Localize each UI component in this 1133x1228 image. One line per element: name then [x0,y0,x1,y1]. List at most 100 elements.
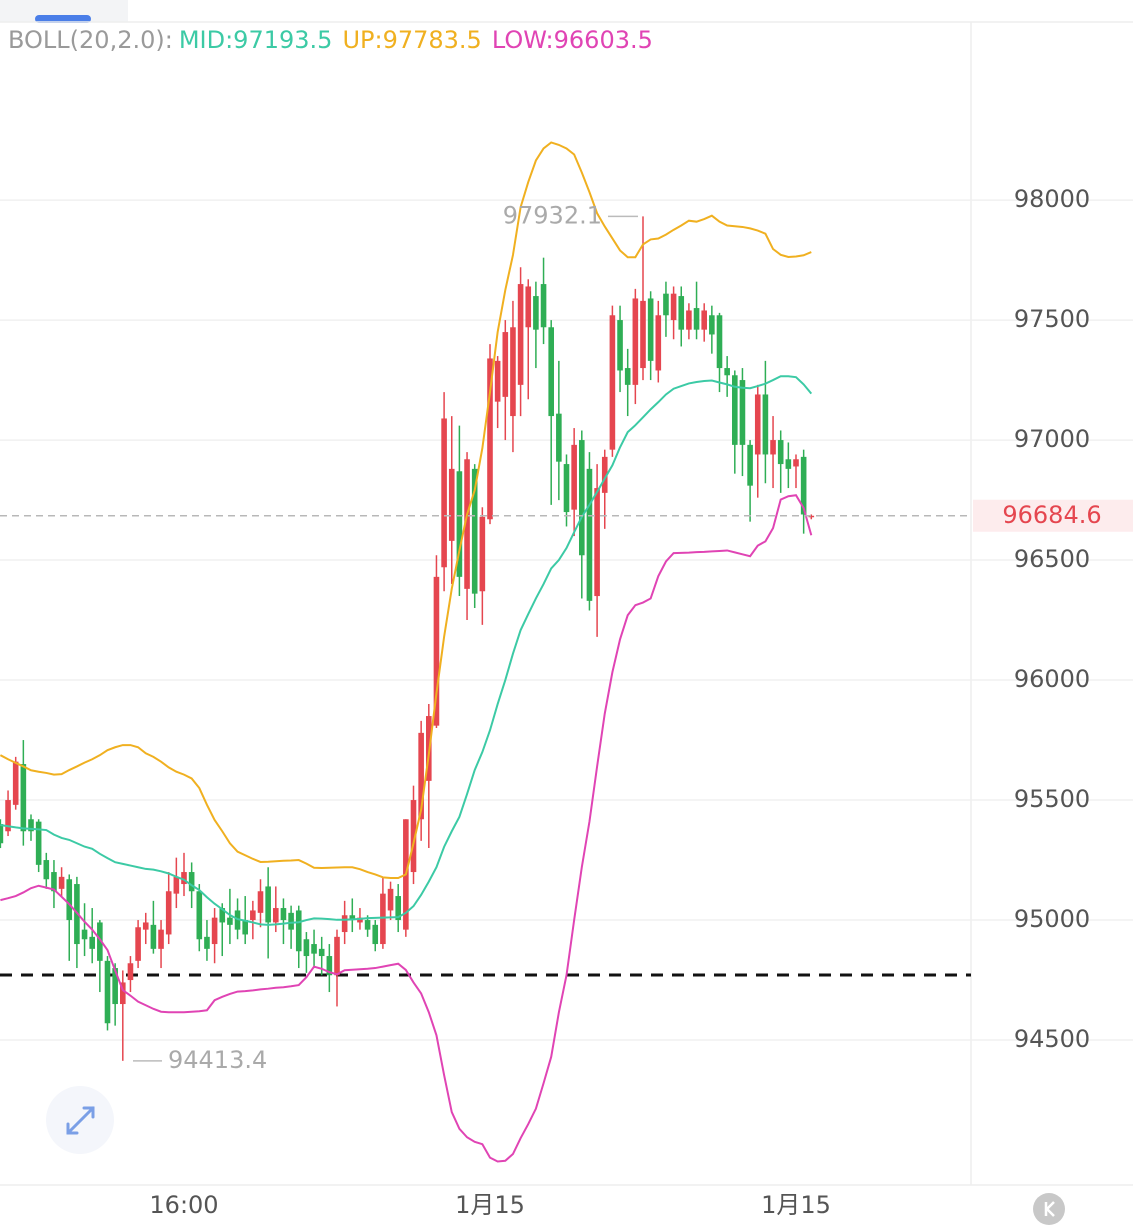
x-tick-label: 1月15 [761,1191,831,1219]
expand-icon[interactable] [66,1106,95,1135]
candle-body [196,891,203,940]
candle-body [303,939,310,957]
price-tag: 96684.6 [1002,501,1101,529]
candle-body [724,368,730,376]
candle-body [777,440,784,465]
x-tick-label: 1月15 [455,1191,525,1219]
candle-body [326,956,333,976]
candle-body [211,917,218,945]
candle-body [0,824,4,844]
candle-body [533,296,539,330]
candle-body [81,929,88,940]
candle-body [617,320,623,371]
collapse-button-bg[interactable] [1033,1193,1065,1225]
collapse-button[interactable] [1033,1193,1065,1225]
candle-body [280,908,287,921]
candle-body [494,360,501,402]
candle-body [441,418,447,568]
candle-body [471,468,478,594]
candle-body [219,908,226,923]
band-line [0,375,813,926]
y-tick-label: 95500 [1014,785,1090,813]
candle-body [257,891,264,913]
candle-body [464,459,470,589]
candle-body [686,310,692,330]
candle-body [66,879,73,921]
y-tick-label: 94500 [1014,1025,1090,1053]
candle-body [793,459,799,467]
candle-body [754,394,761,455]
candle-body [800,456,807,515]
candle-body [479,516,486,592]
candle-body [318,948,325,957]
candle-body [456,471,463,577]
candle-body [785,459,792,469]
y-tick-label: 97500 [1014,305,1090,333]
candle-body [701,310,707,330]
candle-body [747,444,753,486]
candle-body [97,922,103,961]
candle-body [739,380,746,445]
candle-body [716,315,723,369]
candle-body [188,872,195,892]
candle-body [58,876,65,889]
candle-body [594,488,600,597]
candle-body [273,908,279,923]
candle-body [12,761,19,805]
candle-body [670,293,677,321]
candle-body [510,327,516,417]
candle-body [104,960,111,1024]
candle-body [127,963,134,981]
candle-body [517,284,524,385]
candle-body [142,922,149,930]
candle-body [632,298,639,385]
candle-body [364,920,371,930]
candle-body [242,920,248,935]
candle-body [601,456,608,493]
top-tab-indicator [35,15,91,23]
band-line [0,141,812,880]
candle-body [579,440,585,556]
candle-body [5,800,11,832]
grid [0,199,1133,1041]
candle-body [120,982,126,1005]
y-tick-label: 97000 [1014,425,1090,453]
collapse-icon[interactable] [1044,1201,1055,1217]
candle-body [732,375,738,445]
candle-body [372,924,379,945]
candle-body [295,910,302,952]
candle-body [640,300,646,369]
max-annotation: 97932.1 [503,201,602,229]
candle-body [647,298,654,361]
candle-body [28,819,34,832]
candle-body [311,944,317,954]
min-annotation: 94413.4 [168,1046,267,1074]
top-tab-strip [0,0,128,22]
candle-body [165,891,172,935]
price-tag-bg [973,499,1133,532]
expand-button[interactable] [46,1086,114,1154]
candle-body [135,927,141,961]
candle-body [204,936,210,949]
y-tick-label: 96000 [1014,665,1090,693]
candle-body [395,896,401,921]
candle-body [410,800,417,873]
candle-body [334,936,340,976]
legend-entry: UP:97783.5 [342,26,481,54]
y-tick-label: 96500 [1014,545,1090,573]
candle-body [250,910,256,921]
indicator-label: BOLL(20,2.0): [8,26,173,54]
candle-body [609,315,616,450]
candle-body [433,576,440,726]
candle-body [158,929,164,949]
candle-body [762,394,769,455]
candle-body [349,915,356,921]
candle-body [693,308,700,330]
y-tick-label: 98000 [1014,185,1090,213]
candle-body [709,315,715,335]
candle-body [51,872,57,892]
candle-body [35,821,42,865]
candle-body [487,358,493,520]
candle-body [288,912,294,930]
